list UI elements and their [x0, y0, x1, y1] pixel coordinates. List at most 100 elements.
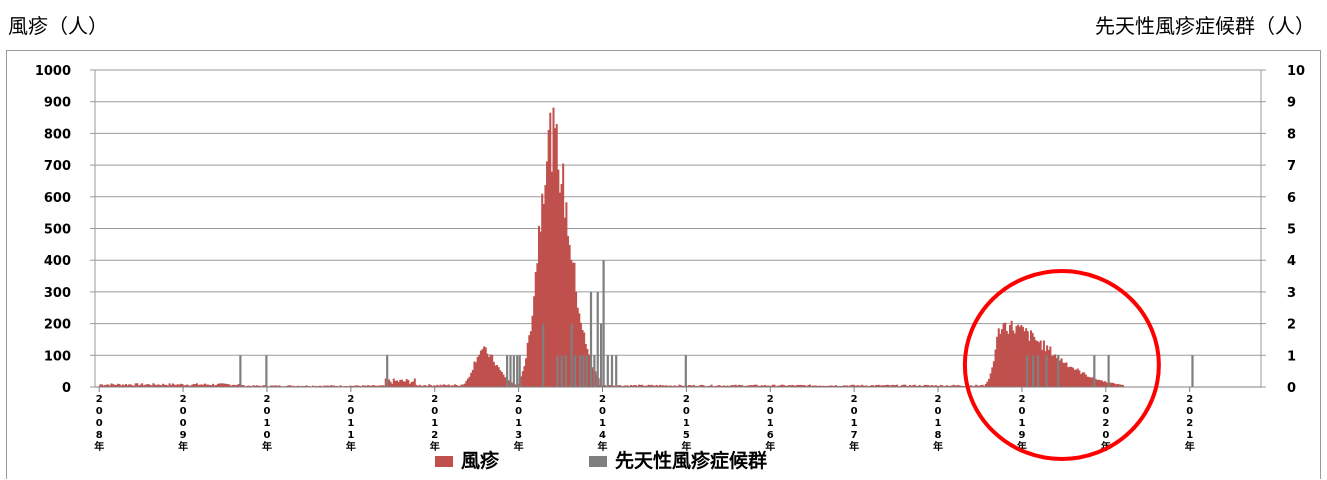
rubella-bar [492, 361, 495, 387]
rubella-bar [1047, 349, 1050, 387]
rubella-bar [225, 383, 228, 387]
rubella-bar [189, 385, 192, 387]
rubella-bar [336, 385, 339, 387]
rubella-bar [420, 385, 423, 387]
rubella-bar [452, 385, 455, 387]
rubella-bar [162, 383, 165, 387]
crs-bar [570, 323, 573, 387]
rubella-bar [105, 384, 108, 387]
rubella-bar [249, 385, 252, 387]
rubella-bar [884, 385, 887, 387]
rubella-bar [126, 385, 129, 387]
rubella-bar [1078, 370, 1081, 387]
rubella-bar [160, 385, 163, 387]
rubella-bar [1096, 379, 1099, 387]
rubella-bar [917, 385, 920, 387]
rubella-bar [689, 385, 692, 387]
legend-swatch-rubella [435, 456, 453, 467]
rubella-bar [539, 231, 542, 387]
rubella-bar [125, 384, 128, 387]
crs-bar [1191, 355, 1194, 387]
rubella-bar [1110, 382, 1113, 387]
rubella-bar [429, 385, 432, 387]
rubella-bar [365, 385, 368, 387]
rubella-bar [679, 385, 682, 387]
rubella-bar [920, 385, 923, 387]
rubella-bar [923, 384, 926, 387]
rubella-bar [113, 384, 116, 387]
rubella-bar [145, 384, 148, 387]
rubella-bar [988, 378, 991, 387]
rubella-bar [857, 385, 860, 387]
rubella-bar [873, 385, 876, 387]
rubella-bar [423, 385, 426, 387]
rubella-bar [331, 385, 334, 387]
rubella-bar [399, 379, 402, 387]
rubella-bar [846, 385, 849, 387]
rubella-bar [913, 384, 916, 387]
rubella-bar [999, 333, 1002, 387]
rubella-bar [123, 385, 126, 387]
rubella-bar [376, 385, 379, 387]
rubella-bar [617, 385, 620, 387]
rubella-bar [228, 384, 231, 387]
rubella-bar [926, 384, 929, 387]
rubella-bar [499, 370, 502, 387]
rubella-bar [791, 384, 794, 387]
rubella-bar [129, 384, 132, 387]
rubella-bar [458, 385, 461, 387]
rubella-bar [1060, 358, 1063, 387]
rubella-bar [563, 217, 566, 387]
rubella-bar [396, 380, 399, 387]
rubella-bar [102, 385, 105, 387]
chart-plot: 0 100 200 300 400 500 600 700 800 900 1000 0 1 2 3 4 5 6… [35, 64, 1305, 472]
rubella-bar [144, 384, 147, 387]
rubella-bar [236, 384, 239, 387]
rubella-bar [1084, 374, 1087, 387]
rubella-bar [941, 385, 944, 387]
rubella-bar [215, 385, 218, 387]
rubella-bar [1007, 333, 1010, 387]
rubella-bar [946, 385, 949, 387]
rubella-bar [473, 361, 476, 387]
rubella-bar [654, 385, 657, 387]
crs-bar [518, 355, 521, 387]
rubella-bar [623, 385, 626, 387]
rubella-bar [357, 385, 360, 387]
rubella-bar [468, 376, 471, 387]
rubella-bar [992, 361, 995, 387]
left-tick-label: 1000 [35, 64, 71, 79]
rubella-bar [476, 356, 479, 387]
crs-bar [386, 355, 389, 387]
rubella-bar [1067, 367, 1070, 387]
rubella-bar [176, 384, 179, 387]
rubella-bar [133, 385, 136, 387]
rubella-bar [1065, 362, 1068, 387]
rubella-bar [258, 385, 261, 387]
rubella-bar [173, 384, 176, 387]
rubella-bar [137, 385, 140, 387]
rubella-bar [191, 384, 194, 387]
rubella-bar [900, 385, 903, 387]
rubella-bar [912, 385, 915, 387]
rubella-bar [794, 385, 797, 387]
rubella-bar [936, 385, 939, 387]
rubella-bar [736, 385, 739, 387]
rubella-bar [247, 385, 250, 387]
rubella-bar [358, 385, 361, 387]
rubella-bar [439, 384, 442, 387]
rubella-bar [149, 385, 152, 387]
rubella-bar [366, 385, 369, 387]
rubella-bar [286, 385, 289, 387]
rubella-bar [354, 385, 357, 387]
rubella-bar [271, 385, 274, 387]
rubella-bar [552, 107, 555, 387]
rubella-bar [1100, 380, 1103, 387]
rubella-bar [297, 385, 300, 387]
rubella-bar [1042, 340, 1045, 387]
rubella-bar [608, 385, 611, 387]
rubella-bar [655, 384, 658, 387]
